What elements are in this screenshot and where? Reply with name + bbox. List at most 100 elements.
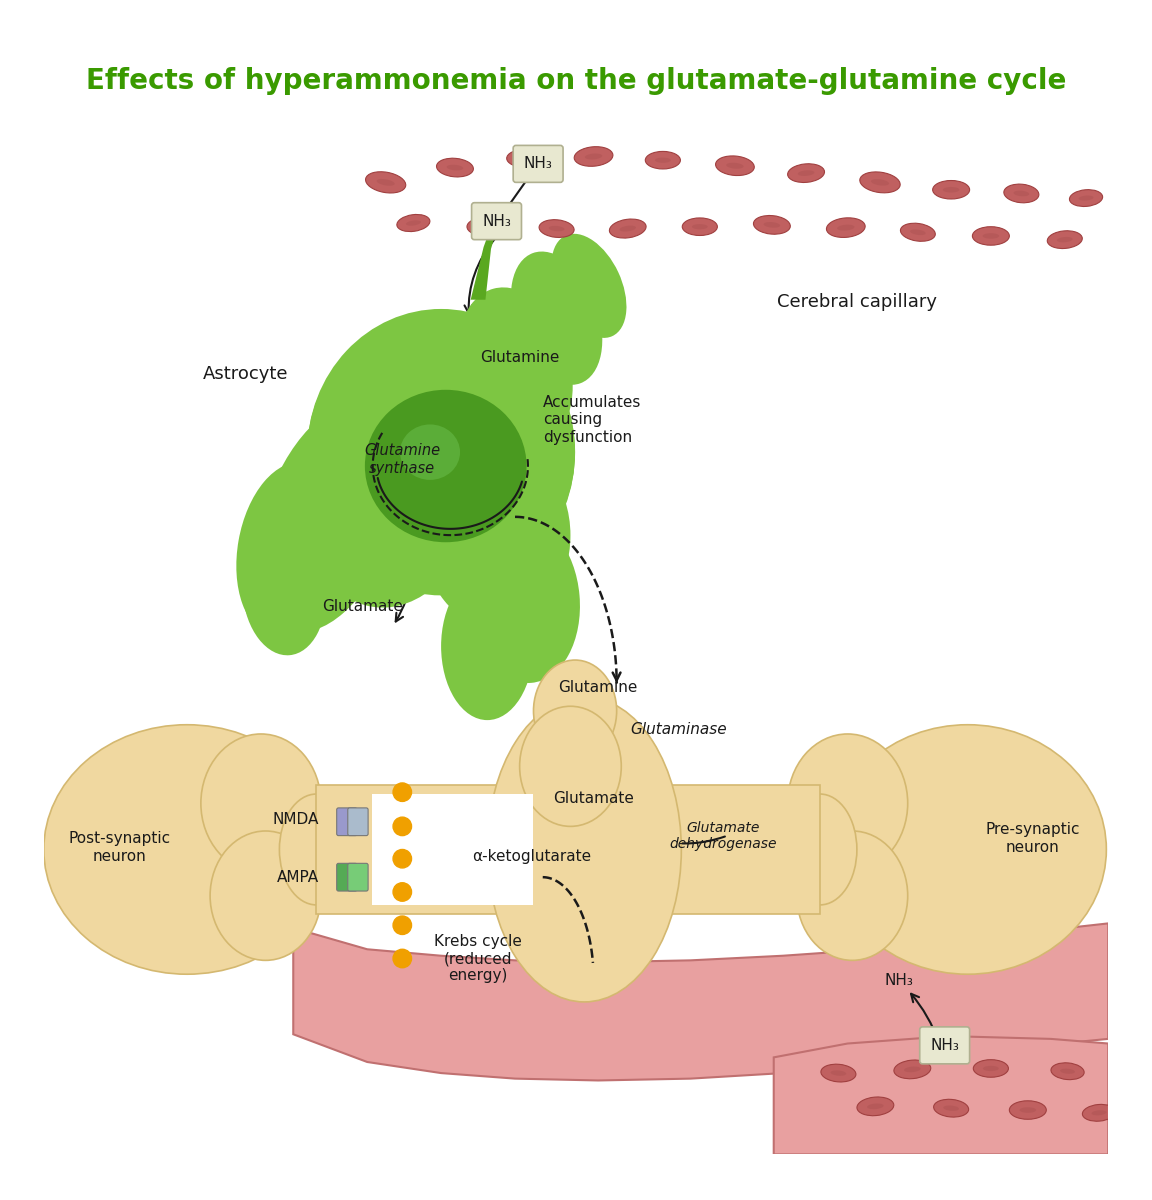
Ellipse shape (943, 1105, 958, 1111)
Ellipse shape (655, 157, 670, 163)
Text: NH₃: NH₃ (524, 156, 553, 172)
Circle shape (393, 850, 411, 868)
Ellipse shape (910, 229, 926, 235)
Ellipse shape (441, 572, 533, 720)
Ellipse shape (507, 150, 541, 167)
Ellipse shape (983, 1066, 999, 1072)
Ellipse shape (257, 402, 403, 632)
Circle shape (393, 949, 411, 967)
Text: Glutamate
dehydrogenase: Glutamate dehydrogenase (669, 821, 776, 851)
Ellipse shape (437, 158, 473, 176)
Ellipse shape (973, 1060, 1008, 1078)
Ellipse shape (1009, 1100, 1046, 1120)
Ellipse shape (726, 163, 744, 169)
Ellipse shape (901, 223, 935, 241)
FancyBboxPatch shape (348, 863, 369, 892)
Ellipse shape (972, 227, 1009, 245)
Ellipse shape (904, 1067, 920, 1073)
Ellipse shape (308, 308, 575, 595)
Text: NH₃: NH₃ (884, 973, 912, 988)
Ellipse shape (477, 224, 494, 229)
Ellipse shape (1051, 1063, 1084, 1080)
Text: NMDA: NMDA (273, 812, 319, 828)
Ellipse shape (397, 215, 430, 232)
Ellipse shape (585, 154, 602, 160)
Text: Accumulates
causing
dysfunction: Accumulates causing dysfunction (543, 395, 642, 445)
FancyBboxPatch shape (348, 808, 369, 835)
Circle shape (393, 782, 411, 802)
Ellipse shape (894, 1060, 931, 1079)
Ellipse shape (821, 1064, 856, 1082)
Text: Cerebral capillary: Cerebral capillary (776, 294, 937, 312)
Ellipse shape (609, 220, 646, 238)
Ellipse shape (423, 443, 570, 628)
Ellipse shape (867, 1104, 884, 1109)
Ellipse shape (797, 830, 908, 960)
Ellipse shape (831, 1070, 847, 1075)
Text: Glutamine
synthase: Glutamine synthase (364, 443, 440, 475)
Ellipse shape (516, 156, 532, 161)
Polygon shape (774, 1036, 1108, 1154)
Ellipse shape (1069, 190, 1102, 206)
Ellipse shape (1083, 1104, 1115, 1121)
Ellipse shape (1056, 236, 1073, 242)
Text: Pre-synaptic
neuron: Pre-synaptic neuron (985, 822, 1079, 854)
Ellipse shape (365, 390, 526, 542)
Ellipse shape (457, 288, 573, 451)
Text: Glutamine: Glutamine (480, 350, 559, 366)
Ellipse shape (386, 331, 570, 480)
Ellipse shape (859, 172, 900, 193)
Ellipse shape (469, 517, 579, 683)
Polygon shape (294, 923, 1108, 1080)
FancyBboxPatch shape (471, 203, 522, 240)
Ellipse shape (1078, 196, 1093, 200)
Ellipse shape (400, 425, 460, 480)
Ellipse shape (788, 734, 908, 872)
Ellipse shape (487, 697, 681, 1002)
Ellipse shape (242, 527, 326, 655)
Text: Glutamate: Glutamate (323, 599, 403, 614)
Ellipse shape (210, 830, 321, 960)
FancyBboxPatch shape (513, 145, 563, 182)
Ellipse shape (520, 707, 621, 827)
Text: NH₃: NH₃ (482, 214, 511, 229)
Ellipse shape (310, 389, 480, 607)
Ellipse shape (788, 163, 825, 182)
Ellipse shape (838, 224, 855, 230)
Text: Astrocyte: Astrocyte (203, 365, 288, 383)
Ellipse shape (44, 725, 331, 974)
Text: Krebs cycle
(reduced
energy): Krebs cycle (reduced energy) (434, 934, 522, 984)
Ellipse shape (1014, 191, 1029, 197)
Ellipse shape (406, 221, 420, 226)
Polygon shape (471, 227, 497, 300)
Ellipse shape (826, 218, 865, 238)
Ellipse shape (1060, 1069, 1075, 1074)
Ellipse shape (574, 146, 613, 167)
Ellipse shape (1091, 1110, 1106, 1115)
Ellipse shape (467, 217, 503, 236)
Ellipse shape (983, 233, 999, 239)
Text: Effects of hyperammonemia on the glutamate-glutamine cycle: Effects of hyperammonemia on the glutama… (85, 67, 1067, 95)
Text: NH₃: NH₃ (930, 1038, 960, 1052)
Text: α-ketoglutarate: α-ketoglutarate (472, 850, 591, 864)
Ellipse shape (552, 234, 627, 338)
Ellipse shape (783, 794, 857, 905)
Ellipse shape (933, 1099, 969, 1117)
Ellipse shape (942, 187, 960, 192)
Ellipse shape (715, 156, 755, 175)
Ellipse shape (510, 252, 602, 385)
Ellipse shape (1003, 184, 1039, 203)
Ellipse shape (764, 222, 780, 228)
Ellipse shape (753, 216, 790, 234)
Ellipse shape (447, 164, 463, 170)
Polygon shape (372, 794, 533, 905)
Text: Glutaminase: Glutaminase (630, 722, 727, 737)
Text: Glutamate: Glutamate (553, 791, 634, 806)
FancyBboxPatch shape (336, 863, 357, 892)
Ellipse shape (798, 170, 814, 176)
Ellipse shape (236, 462, 341, 636)
Ellipse shape (377, 179, 395, 186)
Ellipse shape (308, 313, 575, 590)
Ellipse shape (365, 172, 406, 193)
Ellipse shape (645, 151, 681, 169)
